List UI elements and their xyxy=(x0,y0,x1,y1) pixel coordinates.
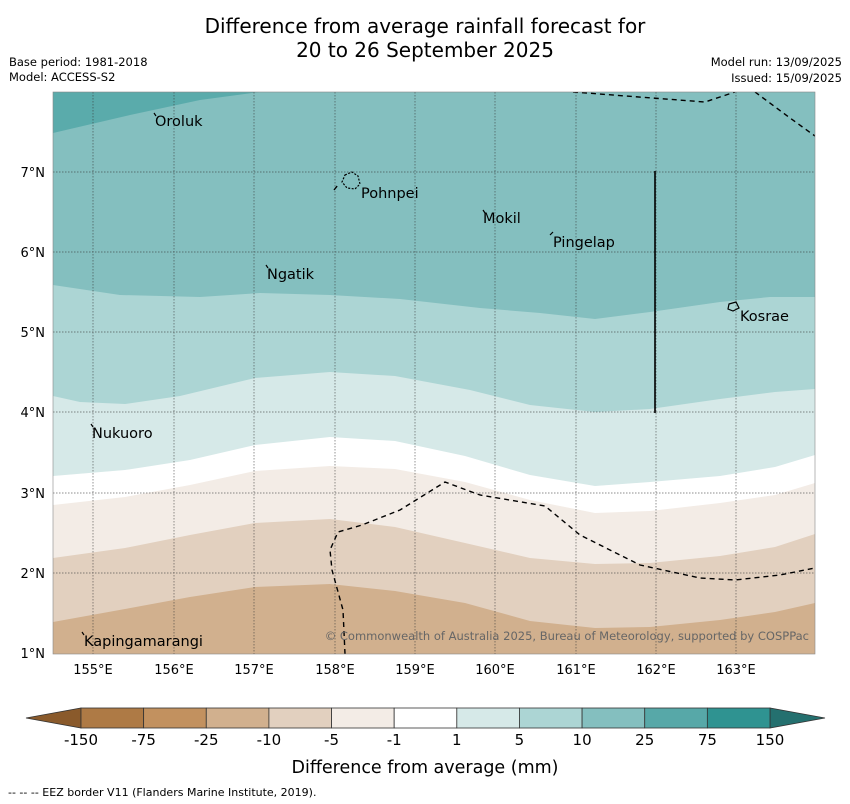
colorbar-tick-label: -150 xyxy=(64,731,98,749)
colorbar-legend: -150 -75 -25 -10 -5 -1 1 5 10 25 75 150 Difference … xyxy=(25,707,826,778)
copyright-notice: © Commonwealth of Australia 2025, Bureau… xyxy=(325,629,809,643)
colorbar-cell xyxy=(519,707,583,729)
base-period: Base period: 1981-2018 xyxy=(9,55,148,69)
colorbar-tick-label: -5 xyxy=(324,731,339,749)
colorbar-cell xyxy=(268,707,332,729)
colorbar-tick-label: -1 xyxy=(387,731,402,749)
lat-tick-label: 4°N xyxy=(21,406,46,421)
title-line-2: 20 to 26 September 2025 xyxy=(296,38,554,62)
colorbar-cell xyxy=(205,707,270,729)
lat-tick-label: 1°N xyxy=(21,647,46,662)
lat-tick-label: 2°N xyxy=(21,567,46,582)
lon-tick-label: 155°E xyxy=(73,663,113,678)
longitude-axis: 155°E 156°E 157°E 158°E 159°E 160°E 161°… xyxy=(73,663,756,678)
colorbar-cell xyxy=(644,707,708,729)
colorbar-tick-label: 75 xyxy=(698,731,717,749)
colorbar-cell xyxy=(456,707,520,729)
issued-date: Issued: 15/09/2025 xyxy=(731,71,842,85)
lat-tick-label: 5°N xyxy=(21,326,46,341)
colorbar-title: Difference from average (mm) xyxy=(291,758,558,778)
place-label: Kosrae xyxy=(740,309,789,325)
colorbar-tick-label: 150 xyxy=(756,731,785,749)
lat-tick-label: 3°N xyxy=(21,487,46,502)
colorbar-tick-label: -25 xyxy=(194,731,219,749)
kosrae-island-icon xyxy=(727,301,740,312)
colorbar-cell xyxy=(331,707,395,729)
model-name: Model: ACCESS-S2 xyxy=(9,70,116,84)
eez-border-note: -- -- -- EEZ border V11 (Flanders Marine… xyxy=(8,786,317,799)
place-label: Nukuoro xyxy=(92,426,153,442)
lon-tick-label: 162°E xyxy=(636,663,676,678)
lon-tick-label: 163°E xyxy=(716,663,756,678)
nukuoro-atoll-icon xyxy=(90,423,94,428)
colorbar-tick-label: -75 xyxy=(131,731,156,749)
place-label: Ngatik xyxy=(267,267,315,283)
island-outlines xyxy=(81,112,740,636)
colorbar-tick-label: 5 xyxy=(515,731,525,749)
colorbar-cell xyxy=(80,707,145,729)
colorbar-tick-label: 10 xyxy=(573,731,592,749)
model-run: Model run: 13/09/2025 xyxy=(710,55,842,69)
lon-tick-label: 157°E xyxy=(234,663,274,678)
title-line-1: Difference from average rainfall forecas… xyxy=(204,14,646,38)
colorbar-tick-label: 25 xyxy=(635,731,654,749)
plot-frame xyxy=(52,91,816,655)
ngatik-atoll-icon xyxy=(265,264,269,269)
gridlines xyxy=(53,92,815,654)
pingelap-atoll-icon xyxy=(549,231,554,236)
place-label: Kapingamarangi xyxy=(84,634,203,650)
place-label: Pingelap xyxy=(553,235,615,251)
colorbar-right-arrow xyxy=(769,707,826,729)
lon-tick-label: 156°E xyxy=(154,663,194,678)
rainfall-field xyxy=(53,92,815,654)
lon-tick-label: 161°E xyxy=(556,663,596,678)
kapingamarangi-atoll-icon xyxy=(81,631,85,636)
lon-tick-label: 158°E xyxy=(315,663,355,678)
mokil-atoll-icon xyxy=(482,209,486,214)
place-label: Oroluk xyxy=(155,114,203,130)
colorbar-cell xyxy=(393,707,458,729)
place-label: Pohnpei xyxy=(361,186,419,202)
colorbar-cell xyxy=(143,707,207,729)
colorbar-tick-label: 1 xyxy=(452,731,462,749)
lon-tick-label: 159°E xyxy=(395,663,435,678)
place-labels: Oroluk Pohnpei Mokil Pingelap Ngatik Kos… xyxy=(84,114,789,650)
lat-tick-label: 7°N xyxy=(21,166,46,181)
colorbar-labels: -150 -75 -25 -10 -5 -1 1 5 10 25 75 150 xyxy=(64,731,784,749)
lat-tick-label: 6°N xyxy=(21,246,46,261)
place-label: Mokil xyxy=(483,211,521,227)
oroluk-atoll-icon xyxy=(153,112,157,117)
colorbar-cell xyxy=(581,707,646,729)
eez-border xyxy=(329,92,815,654)
latitude-axis: 7°N 6°N 5°N 4°N 3°N 2°N 1°N xyxy=(21,166,46,662)
colorbar-cells xyxy=(80,707,771,729)
colorbar-cell xyxy=(706,707,771,729)
colorbar-tick-label: -10 xyxy=(257,731,282,749)
pohnpei-island-icon xyxy=(341,171,361,190)
colorbar-left-arrow xyxy=(25,707,82,729)
lon-tick-label: 160°E xyxy=(475,663,515,678)
